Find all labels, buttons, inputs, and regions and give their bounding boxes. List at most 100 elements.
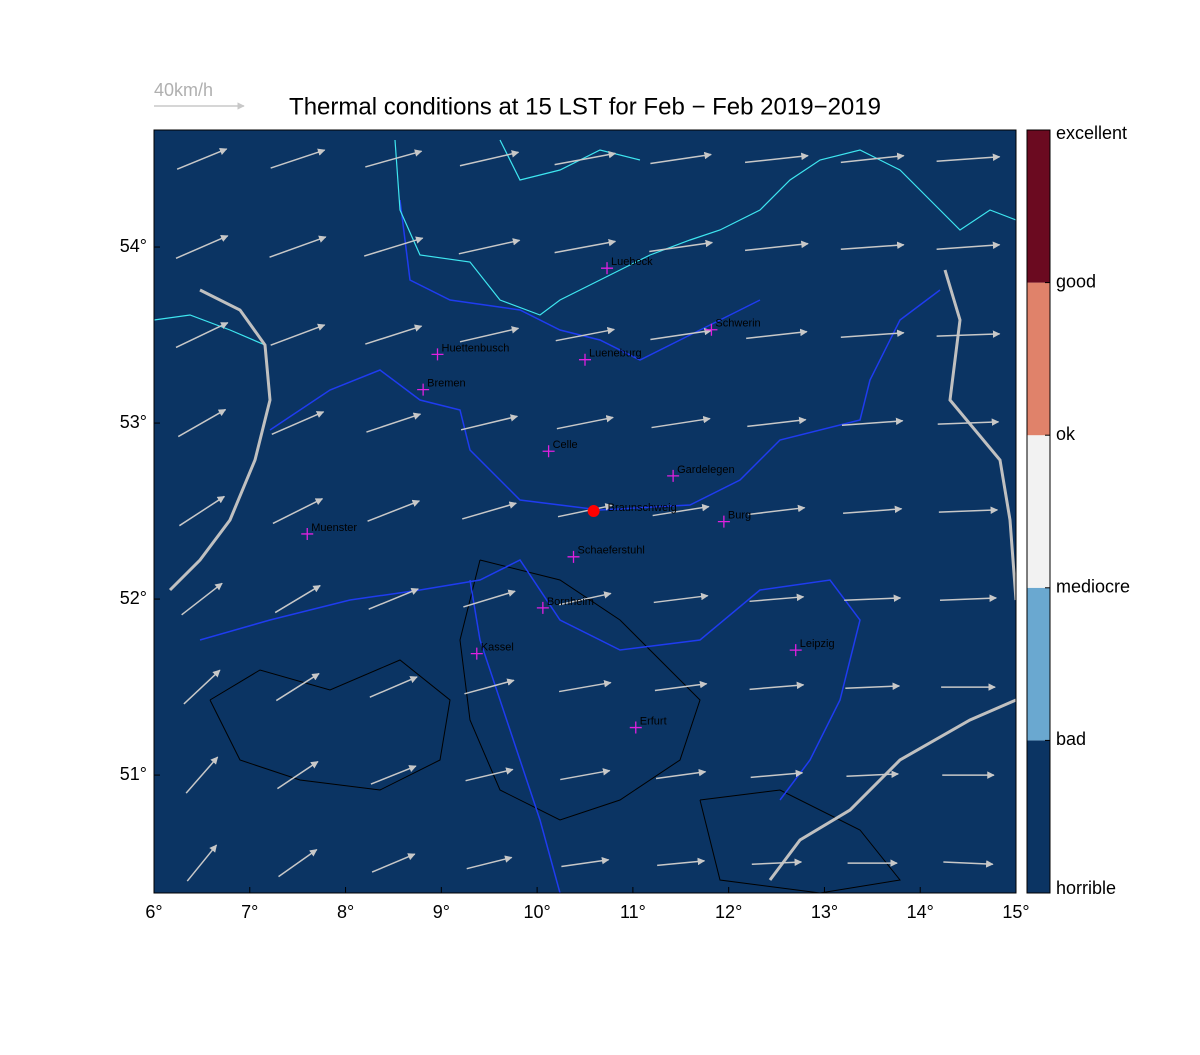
city-marker (536, 601, 549, 614)
wind-arrow (466, 855, 513, 870)
colorbar-label: mediocre (1056, 577, 1130, 597)
x-tick-label: 8° (337, 902, 354, 922)
wind-arrow (464, 678, 515, 695)
city-label: Kassel (481, 642, 514, 654)
wind-arrow (365, 324, 423, 345)
wind-arrow (363, 236, 424, 257)
city-label: Luebeck (611, 256, 653, 268)
state-border (399, 199, 761, 361)
wind-arrow (277, 760, 319, 790)
x-tick-label: 15° (1002, 902, 1029, 922)
wind-arrow (840, 241, 905, 251)
y-tick-label: 53° (120, 412, 147, 432)
wind-arrow (460, 414, 519, 431)
city-marker (717, 515, 730, 528)
x-tick-label: 14° (907, 902, 934, 922)
wind-arrow (936, 153, 1001, 163)
city-label: Schwerin (715, 318, 760, 330)
wind-arrow (176, 148, 228, 170)
wind-reference-label: 40km/h (154, 80, 213, 100)
city-label: Muenster (311, 522, 357, 534)
wind-arrow (747, 416, 807, 428)
city-marker (579, 353, 591, 366)
city-label: Leipzig (800, 638, 835, 650)
wind-arrow (556, 415, 614, 430)
wind-arrow (744, 152, 809, 164)
wind-arrow (554, 238, 617, 254)
wind-arrow (650, 151, 712, 165)
wind-arrow (840, 152, 905, 164)
wind-arrow (554, 150, 617, 166)
wind-arrow (270, 323, 326, 346)
colorbar-label: bad (1056, 729, 1086, 749)
wind-arrow (365, 149, 423, 168)
wind-arrow (750, 769, 804, 779)
wind-arrow (654, 680, 708, 692)
city-marker (629, 721, 642, 734)
wind-arrow (459, 150, 520, 167)
x-tick-label: 13° (811, 902, 838, 922)
wind-arrow (175, 235, 229, 259)
city-label: Bremen (427, 378, 466, 390)
wind-arrow (938, 506, 999, 514)
colorbar-segment (1027, 282, 1050, 436)
wind-arrow (181, 582, 223, 616)
colorbar-label: good (1056, 271, 1096, 291)
wind-arrow (177, 408, 227, 438)
wind-arrow (840, 329, 905, 339)
site-marker (587, 505, 600, 518)
contour (699, 789, 901, 893)
colorbar-segment (1027, 130, 1050, 283)
wind-arrow (186, 844, 218, 882)
wind-arrow (749, 681, 805, 691)
x-tick-label: 9° (433, 902, 450, 922)
city-label: Lueneburg (589, 348, 642, 360)
x-tick-label: 10° (523, 902, 550, 922)
city-label: Huettenbusch (442, 342, 510, 354)
wind-arrow (271, 411, 325, 435)
wind-arrow (561, 856, 610, 868)
wind-arrow (845, 682, 901, 690)
country-border (943, 269, 1016, 601)
wind-arrow (653, 592, 709, 604)
wind-arrow (368, 588, 419, 610)
city-marker (705, 323, 718, 336)
wind-arrow (371, 853, 416, 873)
wind-arrow (937, 418, 1000, 426)
state-border (269, 289, 941, 511)
city-marker (542, 445, 555, 458)
wind-arrow (939, 594, 997, 602)
wind-arrow (367, 499, 421, 522)
wind-arrow (366, 412, 422, 433)
wind-arrow (655, 768, 707, 780)
wind-arrow (278, 848, 318, 878)
wind-arrow (178, 495, 226, 527)
map-frame (153, 129, 1017, 894)
city-marker (667, 469, 680, 482)
city-label: Schaeferstuhl (578, 545, 645, 557)
site-label: Braunschweig (608, 502, 677, 514)
wind-arrow (183, 669, 221, 705)
wind-arrow (462, 501, 517, 520)
wind-arrow (270, 148, 326, 169)
coastline (154, 314, 266, 346)
title: Thermal conditions at 15 LST for Feb − F… (289, 93, 881, 120)
colorbar-segment (1027, 587, 1050, 741)
colorbar-label: horrible (1056, 878, 1116, 898)
country-border (768, 698, 1016, 881)
city-label: Burg (728, 510, 751, 522)
wind-arrow (558, 591, 612, 606)
x-tick-label: 7° (241, 902, 258, 922)
wind-arrow (843, 505, 903, 515)
wind-arrow (370, 765, 417, 785)
wind-arrow (748, 504, 806, 516)
wind-arrow (275, 672, 320, 702)
wind-arrow (369, 676, 418, 698)
colorbar-label: ok (1056, 424, 1076, 444)
wind-arrow (936, 330, 1001, 338)
city-marker (567, 550, 580, 563)
wind-arrow (557, 503, 613, 518)
wind-arrow (458, 238, 521, 255)
